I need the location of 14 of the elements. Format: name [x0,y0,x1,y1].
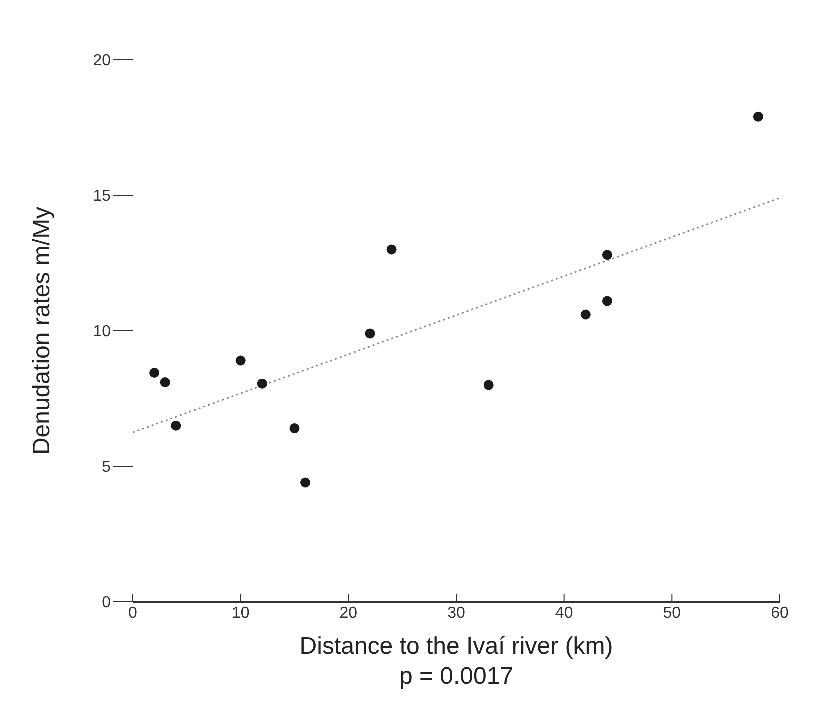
y-tick-label: 10 [93,324,112,341]
x-tick-label: 30 [448,605,466,622]
y-tick-label: 15 [93,188,112,206]
text: p = 0.0017 [398,662,515,692]
x-axis-title: Distance to the Ivaí river (km) [298,632,614,662]
y-tick-label: 5 [102,459,112,476]
x-tick-label: 10 [232,605,250,622]
x-tick-label: 50 [663,605,682,622]
y-tick-label: 20 [93,52,112,70]
x-tick-label: 40 [555,605,574,622]
y-axis-title: Denudation rates m/My [28,206,56,456]
x-tick-label: 20 [340,605,358,622]
x-tick-label: 0 [128,605,138,622]
x-tick-label: 60 [771,605,789,622]
